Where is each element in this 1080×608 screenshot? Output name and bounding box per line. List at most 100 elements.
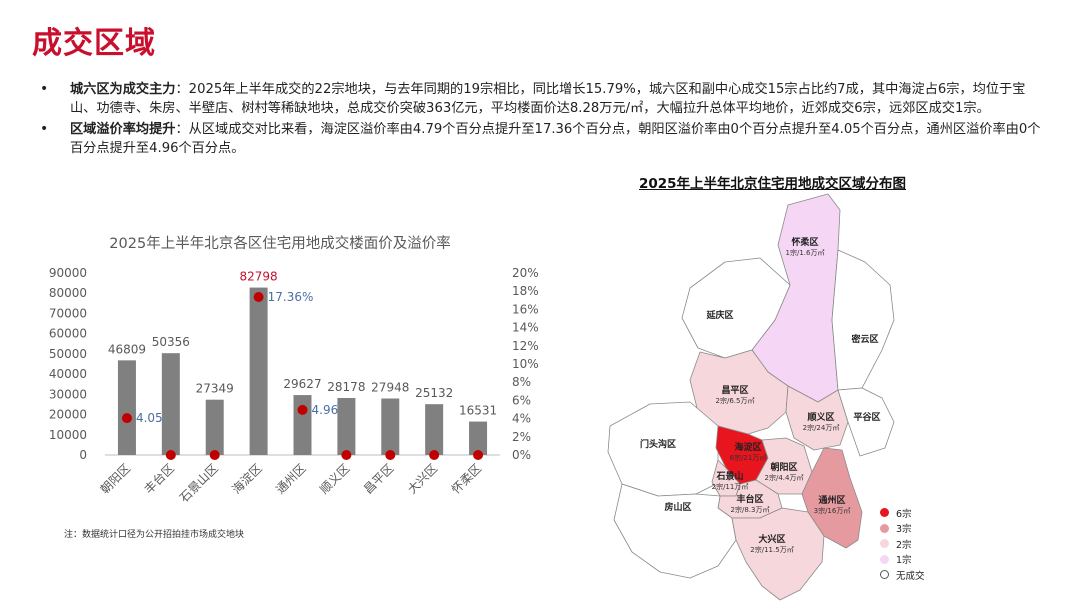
y-left-tick-label: 70000 xyxy=(49,306,87,320)
bar-value-label: 16531 xyxy=(459,404,497,418)
district-name-label: 怀柔区 xyxy=(791,236,818,248)
bar-value-label: 27948 xyxy=(371,380,409,394)
bar-value-label: 50356 xyxy=(152,335,190,349)
bar-value-label: 27349 xyxy=(196,382,234,396)
district-name-label: 昌平区 xyxy=(721,385,748,396)
y-right-tick-label: 0% xyxy=(512,448,531,462)
summary-bullets: 城六区为成交主力：2025年上半年成交的22宗地块，与去年同期的19宗相比，同比… xyxy=(40,80,1050,160)
premium-dot xyxy=(341,450,352,460)
bar xyxy=(293,395,312,455)
bar xyxy=(469,421,488,455)
page-title: 成交区域 xyxy=(32,26,156,61)
district-info-label: 2宗/6.5万㎡ xyxy=(716,396,755,405)
bar-value-label: 29627 xyxy=(283,377,321,391)
bar-value-label: 25132 xyxy=(415,386,453,400)
legend-label: 无成交 xyxy=(896,570,925,582)
y-right-tick-label: 8% xyxy=(512,375,531,389)
district-name-label: 海淀区 xyxy=(734,441,761,453)
legend-swatch xyxy=(880,523,889,533)
x-tick-label: 丰台区 xyxy=(141,461,177,497)
bar xyxy=(161,353,180,455)
district-name-label: 延庆区 xyxy=(705,309,733,321)
map-title: 2025年上半年北京住宅用地成交区域分布图 xyxy=(638,176,907,192)
y-left-tick-label: 10000 xyxy=(49,428,87,442)
premium-dot xyxy=(385,450,396,460)
price-premium-chart: 0 10000 20000 30000 40000 50000 60000 70000 8000… xyxy=(49,266,539,505)
bar-value-label: 46809 xyxy=(108,342,146,356)
district-name-label: 丰台区 xyxy=(736,493,763,505)
district-info-label: 6宗/21万㎡ xyxy=(730,453,767,462)
legend-swatch xyxy=(880,570,889,580)
district-name-label: 密云区 xyxy=(850,333,878,345)
legend-item: 1宗 xyxy=(880,552,925,568)
district-changping xyxy=(689,349,789,435)
y-right-tick-label: 6% xyxy=(512,393,531,407)
bar xyxy=(381,398,400,455)
bullet-item: 城六区为成交主力：2025年上半年成交的22宗地块，与去年同期的19宗相比，同比… xyxy=(40,80,1050,118)
legend-label: 2宗 xyxy=(896,539,912,551)
district-name-label: 房山区 xyxy=(664,501,691,513)
x-tick-label: 朝阳区 xyxy=(98,461,133,496)
legend-item: 2宗 xyxy=(880,536,925,552)
premium-dot xyxy=(473,450,484,460)
legend-item: 3宗 xyxy=(880,521,925,537)
district-info-label: 2宗/11万㎡ xyxy=(712,482,749,491)
district-info-label: 2宗/4.4万㎡ xyxy=(765,473,804,482)
x-tick-label: 昌平区 xyxy=(361,461,396,496)
district-name-label: 大兴区 xyxy=(758,533,785,545)
legend-label: 3宗 xyxy=(896,524,912,536)
y-right-tick-label: 12% xyxy=(512,339,539,353)
bullet-item: 区域溢价率均提升：从区域成交对比来看，海淀区溢价率由4.79个百分点提升至17.… xyxy=(40,120,1050,158)
y-right-tick-label: 20% xyxy=(512,266,539,280)
bar xyxy=(117,360,136,455)
y-right-tick-label: 14% xyxy=(512,321,539,335)
y-left-tick-label: 80000 xyxy=(49,286,87,300)
premium-label: 17.36% xyxy=(268,290,314,304)
premium-dot xyxy=(165,450,176,460)
y-left-tick-label: 20000 xyxy=(49,408,87,422)
bar-value-label: 28178 xyxy=(327,380,365,394)
bullet-text: ：2025年上半年成交的22宗地块，与去年同期的19宗相比，同比增长15.79%… xyxy=(70,82,1026,116)
legend-label: 1宗 xyxy=(896,555,912,567)
district-shunyi xyxy=(785,385,849,451)
y-left-tick-label: 50000 xyxy=(49,347,87,361)
district-fangshan xyxy=(613,483,737,579)
y-right-tick-label: 16% xyxy=(512,302,539,316)
premium-dot xyxy=(121,413,132,424)
y-right-tick-label: 4% xyxy=(512,412,531,426)
legend-label: 6宗 xyxy=(896,508,912,520)
district-name-label: 平谷区 xyxy=(853,411,880,423)
district-info-label: 3宗/16万㎡ xyxy=(814,506,851,515)
bar xyxy=(425,404,444,455)
x-tick-label: 通州区 xyxy=(273,461,308,496)
district-pinggu xyxy=(837,387,895,457)
y-left-tick-label: 0 xyxy=(79,448,87,462)
y-left-tick-label: 40000 xyxy=(49,367,87,381)
bar xyxy=(249,287,268,455)
district-info-label: 2宗/24万㎡ xyxy=(803,423,840,432)
district-name-label: 石景山 xyxy=(715,470,743,482)
district-yanqing xyxy=(681,257,791,359)
x-tick-label: 顺义区 xyxy=(317,461,352,496)
premium-dot xyxy=(297,404,308,415)
x-tick-label: 怀柔区 xyxy=(449,461,484,496)
district-name-label: 朝阳区 xyxy=(770,461,797,473)
premium-dot xyxy=(429,450,440,460)
district-info-label: 2宗/11.5万㎡ xyxy=(750,545,793,554)
x-tick-label: 石景山区 xyxy=(177,461,221,505)
legend-swatch xyxy=(880,554,889,564)
legend-swatch xyxy=(880,539,889,549)
y-right-tick-label: 10% xyxy=(512,357,539,371)
x-tick-label: 大兴区 xyxy=(405,461,440,496)
district-name-label: 门头沟区 xyxy=(640,438,676,450)
district-info-label: 1宗/1.6万㎡ xyxy=(786,248,825,257)
chart-title: 2025年上半年北京各区住宅用地成交楼面价及溢价率 xyxy=(109,236,451,252)
bar xyxy=(205,399,224,455)
district-miyun xyxy=(831,249,895,391)
x-tick-label: 海淀区 xyxy=(229,461,265,497)
district-daxing xyxy=(731,507,825,601)
legend-item: 无成交 xyxy=(880,567,925,583)
district-tongzhou xyxy=(801,447,863,549)
bullet-heading: 区域溢价率均提升 xyxy=(70,122,176,137)
